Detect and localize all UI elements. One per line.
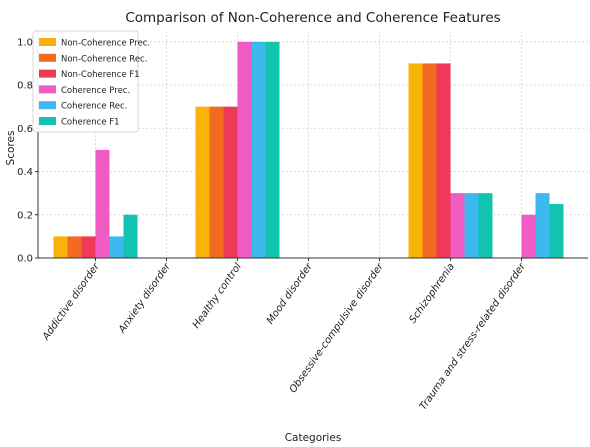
legend: Non-Coherence Prec. Non-Coherence Rec. Non… bbox=[32, 30, 150, 133]
legend-swatch bbox=[39, 38, 56, 46]
legend-box bbox=[32, 30, 139, 133]
y-tick-label: 0.0 bbox=[17, 254, 33, 265]
bar bbox=[535, 193, 550, 258]
y-tick-label: 0.2 bbox=[17, 210, 33, 221]
bar bbox=[237, 41, 252, 258]
bar bbox=[223, 106, 238, 259]
bar bbox=[53, 236, 68, 258]
legend-label: Coherence Prec. bbox=[61, 86, 130, 96]
legend-label: Non-Coherence Rec. bbox=[61, 54, 147, 64]
legend-label: Non-Coherence Prec. bbox=[61, 39, 150, 49]
x-tick-label: Anxiety disorder bbox=[116, 261, 173, 336]
bar bbox=[209, 106, 224, 259]
bar bbox=[195, 106, 210, 259]
legend-label: Coherence Rec. bbox=[61, 102, 127, 112]
bar bbox=[408, 63, 423, 258]
x-tick-label: Addictive disorder bbox=[40, 261, 102, 343]
bar bbox=[67, 236, 82, 258]
legend-swatch bbox=[39, 101, 56, 110]
bar bbox=[95, 149, 110, 258]
x-axis-title: Categories bbox=[285, 432, 342, 444]
x-tick-label: Healthy control bbox=[191, 261, 244, 330]
legend-swatch bbox=[39, 117, 56, 125]
legend-swatch bbox=[39, 69, 56, 78]
x-tick-label: Mood disorder bbox=[265, 261, 316, 327]
bar bbox=[436, 63, 451, 258]
x-ticks: Addictive disorder Anxiety disorder Health… bbox=[40, 261, 528, 412]
bar bbox=[549, 203, 564, 258]
legend-swatch bbox=[39, 53, 56, 62]
legend-label: Coherence F1 bbox=[61, 118, 120, 128]
bar bbox=[109, 236, 124, 258]
y-tick-label: 0.8 bbox=[17, 81, 33, 92]
bars bbox=[53, 41, 564, 259]
bar bbox=[464, 193, 479, 258]
legend-swatch bbox=[39, 85, 56, 94]
y-axis-title: Scores bbox=[5, 131, 17, 166]
y-tick-label: 0.6 bbox=[17, 124, 33, 135]
bar bbox=[478, 193, 493, 258]
x-tick-label: Schizophrenia bbox=[407, 261, 456, 325]
bar bbox=[251, 41, 266, 258]
chart-title: Comparison of Non-Coherence and Coherenc… bbox=[125, 10, 500, 26]
bar bbox=[123, 214, 138, 258]
bar bbox=[81, 236, 96, 258]
bar bbox=[265, 41, 280, 258]
legend-label: Non-Coherence F1 bbox=[61, 70, 140, 80]
bar bbox=[422, 63, 437, 258]
y-tick-label: 1.0 bbox=[17, 37, 33, 48]
bar bbox=[521, 214, 536, 258]
y-tick-label: 0.4 bbox=[17, 167, 33, 178]
y-ticks: 0.0 0.2 0.4 0.6 0.8 1.0 bbox=[17, 37, 33, 264]
bar bbox=[450, 193, 465, 258]
